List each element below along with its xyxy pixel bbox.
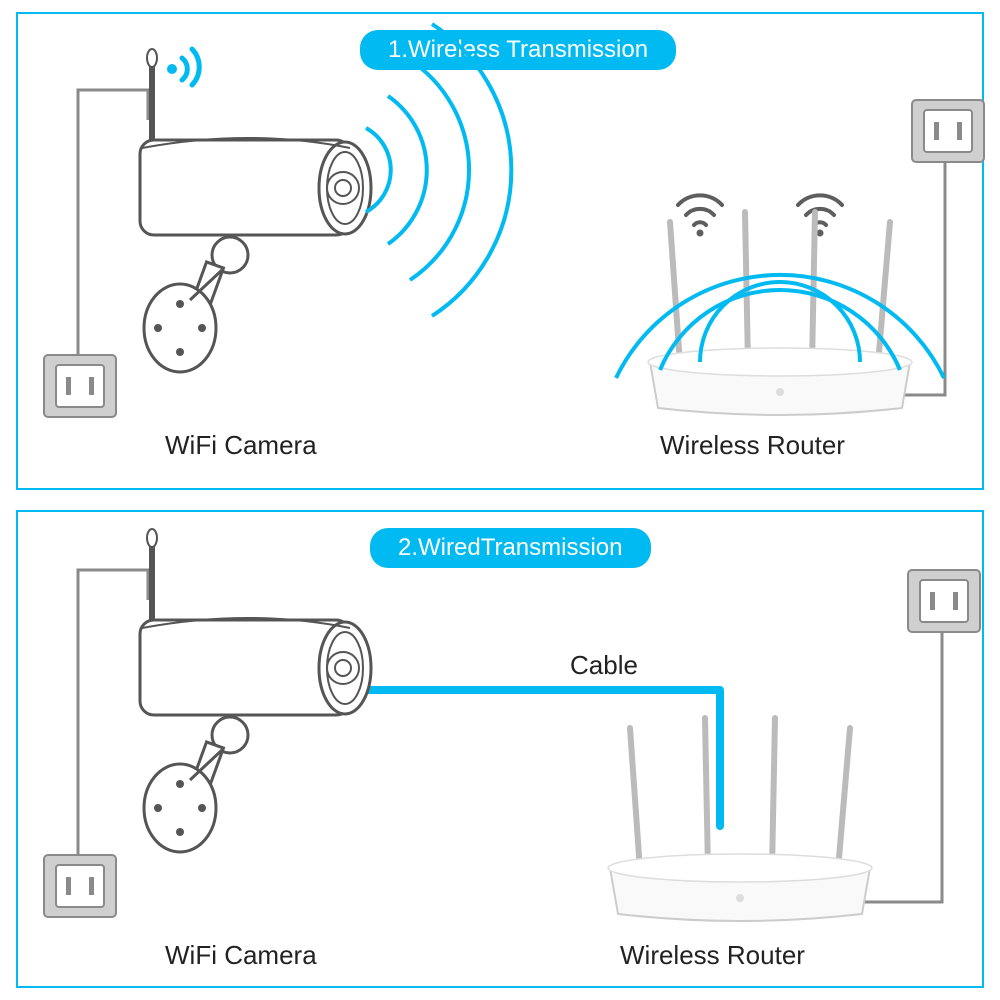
camera-label-1: WiFi Camera (165, 430, 317, 461)
title-wireless: 1.Wireless Transmission (360, 30, 676, 70)
panel-wireless (16, 12, 984, 490)
router-label-2: Wireless Router (620, 940, 805, 971)
cable-label: Cable (570, 650, 638, 681)
title-wired: 2.WiredTransmission (370, 528, 651, 568)
router-label-1: Wireless Router (660, 430, 845, 461)
camera-label-2: WiFi Camera (165, 940, 317, 971)
panel-wired (16, 510, 984, 988)
